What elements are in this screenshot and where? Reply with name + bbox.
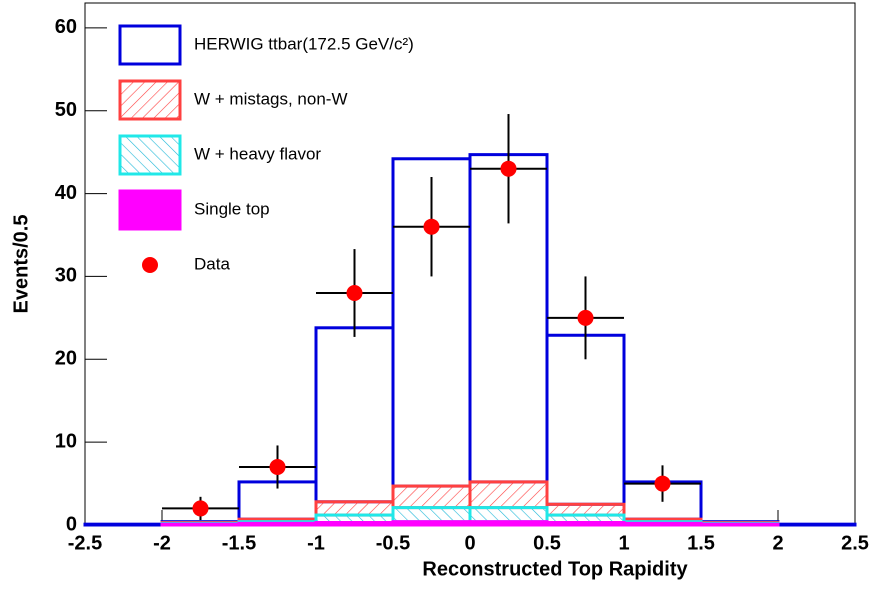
legend-label: Data	[194, 254, 230, 273]
x-tick-label: -2.5	[68, 532, 102, 554]
legend-swatch	[118, 79, 182, 121]
histogram-bar	[545, 333, 626, 506]
histogram-bar	[237, 521, 318, 527]
histogram-bar	[391, 506, 472, 524]
legend-label: Single top	[194, 199, 270, 218]
y-tick-label: 0	[66, 513, 77, 535]
histogram-bar	[391, 520, 472, 527]
histogram-bar	[468, 480, 549, 510]
histogram-bar	[314, 521, 395, 527]
data-point	[346, 285, 363, 301]
x-tick-label: 1	[618, 532, 629, 554]
data-point	[269, 459, 286, 475]
legend-label: W + heavy flavor	[194, 144, 321, 163]
legend-swatch	[118, 24, 182, 66]
x-tick-label: -1.5	[222, 532, 256, 554]
histogram-bar	[83, 522, 164, 527]
x-tick-label: 2	[772, 532, 783, 554]
x-tick-label: 0.5	[533, 532, 561, 554]
x-tick-label: 0	[464, 532, 475, 554]
data-point	[192, 500, 209, 517]
histogram-bar	[468, 520, 549, 527]
data-point	[654, 475, 671, 492]
histogram-bar	[776, 522, 857, 527]
histogram-bar	[314, 326, 395, 504]
histogram-bar	[160, 522, 241, 527]
x-tick-label: -2	[153, 532, 171, 554]
data-point	[423, 218, 440, 235]
y-tick-label: 20	[55, 348, 77, 370]
histogram-bar	[699, 522, 780, 527]
histogram-bar	[545, 521, 626, 527]
y-tick-label: 10	[55, 430, 77, 452]
legend-label: HERWIG ttbar(172.5 GeV/c²)	[194, 34, 414, 53]
x-axis-label: Reconstructed Top Rapidity	[422, 558, 688, 580]
data-point	[500, 160, 517, 177]
histogram-bar	[545, 502, 626, 517]
legend-swatch	[118, 134, 182, 176]
y-tick-label: 40	[55, 182, 77, 204]
legend-marker	[142, 257, 158, 273]
histogram-bar	[391, 484, 472, 510]
histogram-bar	[314, 500, 395, 517]
data-point	[577, 309, 594, 326]
x-tick-label: 1.5	[687, 532, 715, 554]
legend-swatch	[118, 189, 182, 231]
x-tick-label: -0.5	[376, 532, 410, 554]
y-tick-label: 50	[55, 99, 77, 121]
legend-label: W + mistags, non-W	[194, 89, 348, 108]
x-tick-label: 2.5	[841, 532, 869, 554]
y-tick-label: 30	[55, 265, 77, 287]
histogram-bar	[468, 506, 549, 524]
y-axis-label: Events/0.5	[10, 215, 32, 314]
x-tick-label: -1	[307, 532, 325, 554]
histogram-bar	[622, 521, 703, 527]
y-tick-label: 60	[55, 16, 77, 38]
